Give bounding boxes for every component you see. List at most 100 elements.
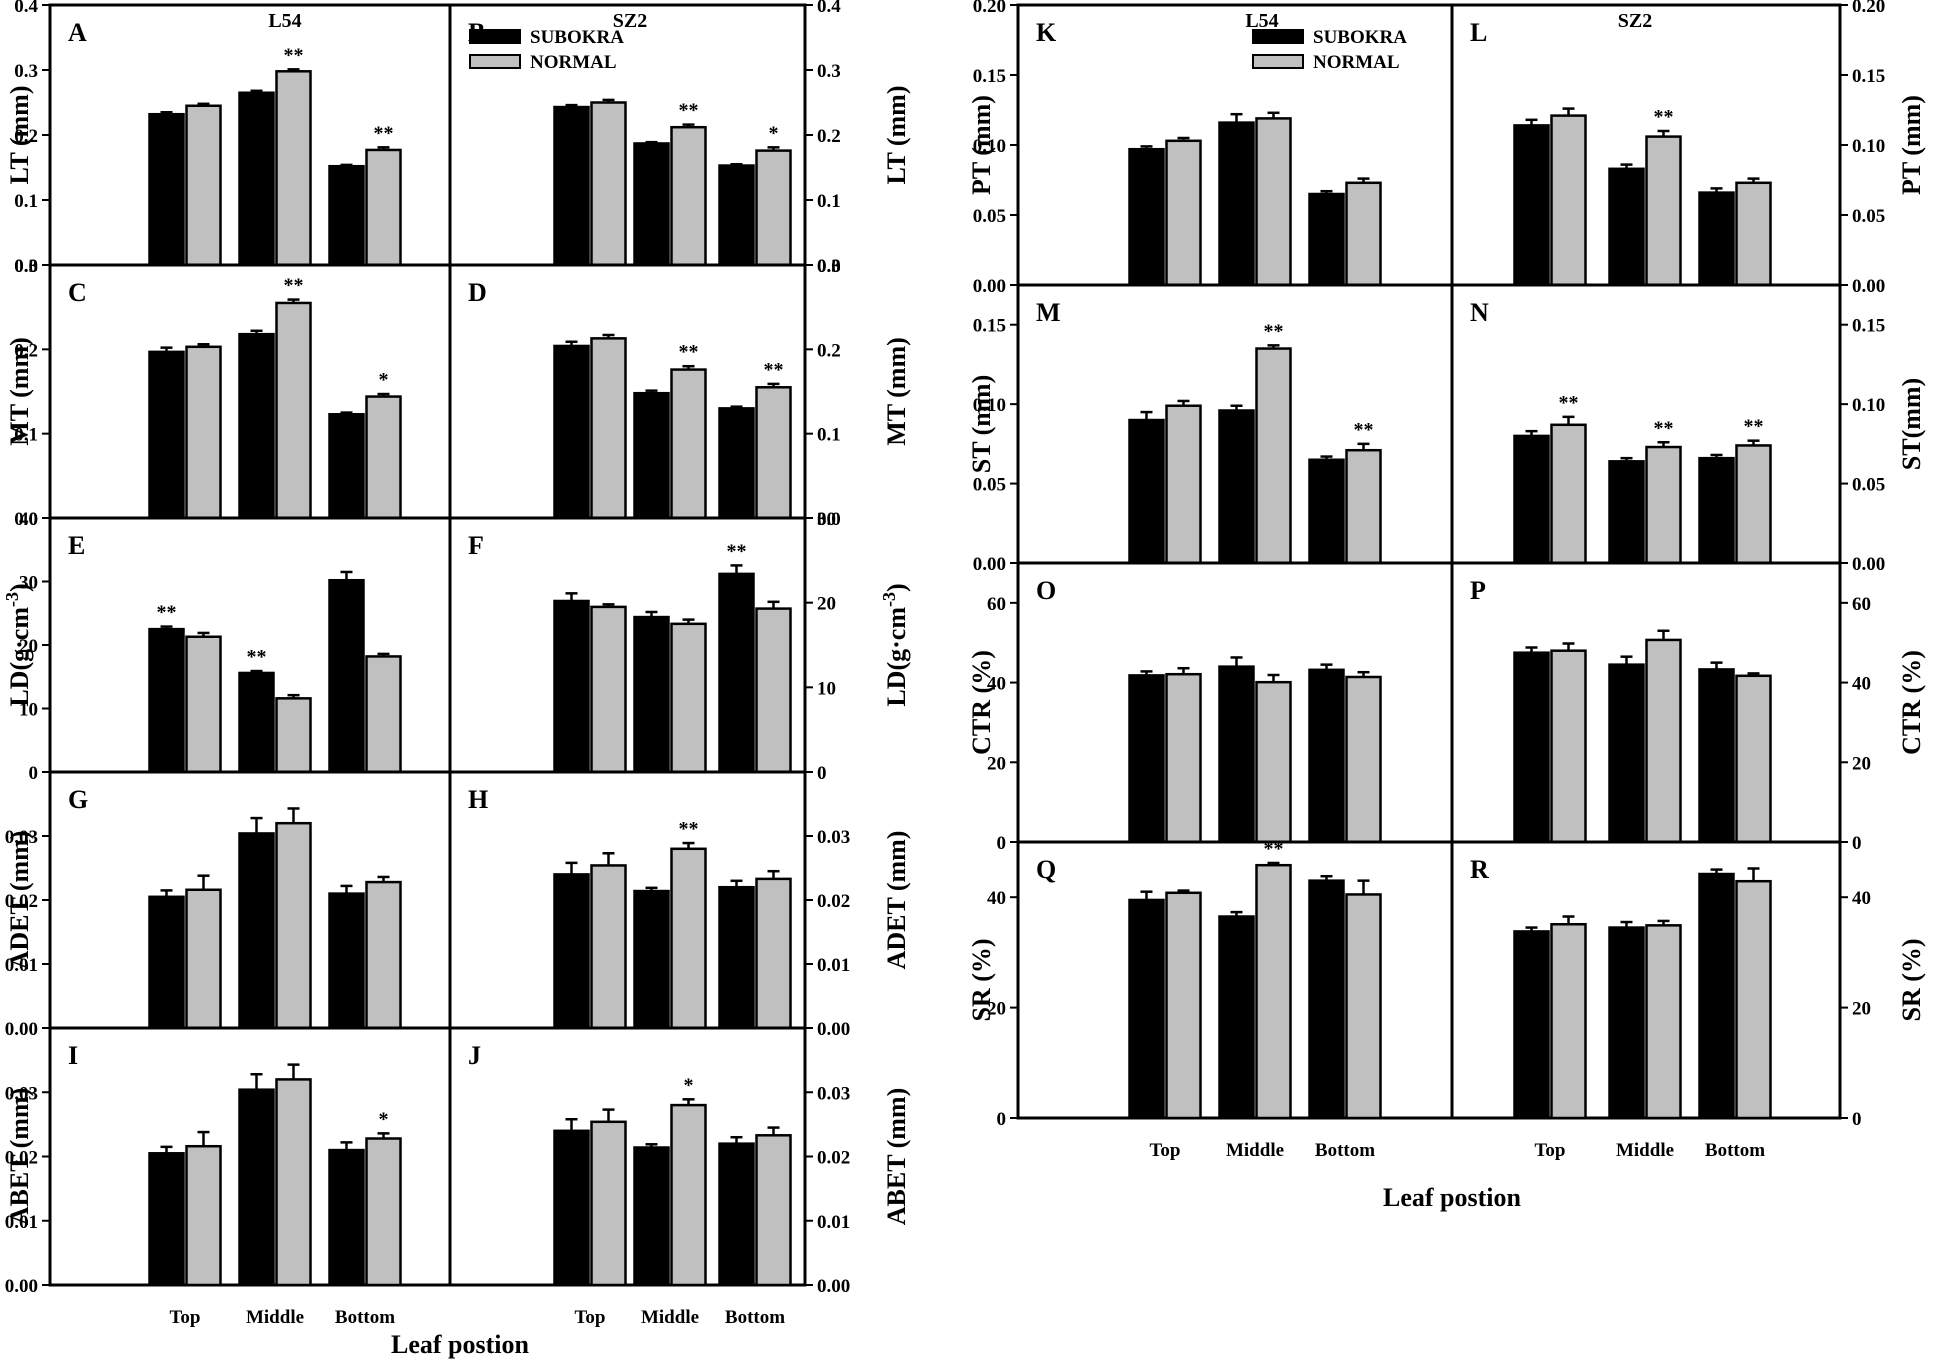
y-tick-label: 0.20	[1852, 0, 1885, 17]
y-tick-label: 0.05	[973, 475, 1006, 496]
bar-normal	[1345, 448, 1382, 565]
bar-subokra	[718, 572, 755, 774]
x-tick-label: Top	[575, 1307, 606, 1328]
panel-r: 0 20 40 SR (%) R Top Middle Bottom	[1450, 840, 1926, 1161]
y-axis-title: SR (%)	[1897, 938, 1926, 1021]
y-tick-label: 0.20	[973, 0, 1006, 17]
x-tick-label: Top	[1535, 1140, 1566, 1161]
x-tick-label: Middle	[1616, 1140, 1674, 1161]
bar-normal	[275, 1078, 312, 1287]
x-tick-label: Middle	[246, 1307, 304, 1328]
y-axis-title: CTR (%)	[1897, 650, 1926, 755]
panel-letter: P	[1470, 576, 1486, 605]
bar-subokra	[238, 671, 275, 774]
y-tick-label: 0	[1852, 833, 1862, 854]
bar-normal	[275, 70, 312, 267]
bar-normal	[590, 864, 627, 1030]
y-tick-label: 40	[987, 674, 1006, 695]
bar-normal	[1165, 404, 1202, 565]
bar-normal	[185, 635, 222, 774]
y-tick-label: 0.3	[14, 256, 38, 277]
y-tick-label: 0.0	[817, 256, 841, 277]
bar-normal	[590, 1120, 627, 1287]
y-tick-label: 20	[817, 594, 836, 615]
bar-normal	[1550, 922, 1587, 1120]
bar-subokra	[1128, 674, 1165, 844]
y-tick-label: 0.03	[817, 827, 850, 848]
y-tick-label: 0.1	[817, 191, 841, 212]
panel-letter: A	[68, 18, 87, 47]
legend-label-subokra: SUBOKRA	[530, 27, 624, 48]
y-tick-label: 0.05	[973, 206, 1006, 227]
bar-subokra	[238, 1088, 275, 1287]
y-axis-title: LT (mm)	[5, 86, 34, 185]
y-tick-label: 60	[987, 594, 1006, 615]
y-axis-title: PT (mm)	[967, 95, 996, 195]
y-tick-label: 0.1	[14, 191, 38, 212]
bar-normal	[670, 368, 707, 520]
legend-label-normal: NORMAL	[1313, 52, 1400, 73]
y-tick-label: 0.02	[5, 1148, 38, 1169]
panel-letter: M	[1036, 298, 1061, 327]
bar-normal	[1255, 863, 1292, 1120]
y-tick-label: 10	[19, 700, 38, 721]
bar-normal	[275, 821, 312, 1030]
y-tick-label: 0.3	[817, 256, 841, 277]
bar-subokra	[718, 1142, 755, 1287]
y-tick-label: 0.01	[817, 955, 850, 976]
bar-subokra	[148, 112, 185, 267]
significance-mark: **	[1559, 392, 1579, 414]
bar-normal	[1735, 181, 1772, 287]
bar-normal	[275, 697, 312, 774]
bar-normal	[590, 337, 627, 520]
y-tick-label: 0.4	[817, 0, 841, 17]
y-tick-label: 0.00	[817, 1019, 850, 1040]
y-tick-label: 0.1	[14, 425, 38, 446]
y-tick-label: 30	[19, 573, 38, 594]
significance-mark: **	[1654, 417, 1674, 439]
bar-normal	[590, 605, 627, 774]
y-tick-label: 0.01	[5, 1212, 38, 1233]
bar-subokra	[1308, 192, 1345, 287]
bar-subokra	[328, 892, 365, 1030]
y-tick-label: 40	[19, 509, 38, 530]
panel-letter: L	[1470, 18, 1487, 47]
significance-mark: *	[684, 1074, 694, 1096]
y-axis-title: ABET (mm)	[882, 1088, 911, 1225]
bar-normal	[1645, 638, 1682, 844]
panel-l: 0.00 0.05 0.10 0.15 0.20 PT (mm) L SZ2 **	[1450, 0, 1926, 297]
bar-normal	[365, 395, 402, 520]
bar-subokra	[1218, 915, 1255, 1120]
bar-subokra	[553, 873, 590, 1030]
y-tick-label: 0.00	[817, 1276, 850, 1297]
y-tick-label: 0	[997, 833, 1007, 854]
bar-subokra	[633, 142, 670, 267]
panel-f: 0 10 20 30 LD(g·cm-3) F **	[448, 509, 911, 784]
y-tick-label: 0.10	[973, 136, 1006, 157]
y-tick-label: 0	[997, 1109, 1007, 1130]
significance-mark: **	[284, 275, 304, 297]
y-tick-label: 0.05	[1852, 206, 1885, 227]
panel-letter: C	[68, 278, 87, 307]
bar-subokra	[1308, 668, 1345, 844]
bar-subokra	[148, 895, 185, 1030]
y-axis-title: MT (mm)	[882, 337, 911, 446]
significance-mark: **	[727, 540, 747, 562]
bar-normal	[670, 847, 707, 1030]
bar-normal	[365, 880, 402, 1030]
y-tick-label: 0.00	[973, 554, 1006, 575]
panel-n: 0.00 0.05 0.10 0.15 ST(mm) N ** ** **	[1450, 283, 1926, 575]
y-tick-label: 0.00	[1852, 276, 1885, 297]
bar-normal	[1255, 117, 1292, 287]
bar-normal	[1645, 924, 1682, 1120]
panel-d: 0.0 0.1 0.2 0.3 MT (mm) D ** **	[448, 256, 911, 530]
bar-subokra	[1513, 930, 1550, 1120]
panel-letter: N	[1470, 298, 1489, 327]
bar-normal	[1345, 893, 1382, 1120]
bar-normal	[1550, 649, 1587, 844]
bar-subokra	[633, 391, 670, 520]
bar-normal	[670, 622, 707, 774]
y-tick-label: 20	[1852, 999, 1871, 1020]
y-axis-title: LD(g·cm-3)	[2, 583, 34, 706]
